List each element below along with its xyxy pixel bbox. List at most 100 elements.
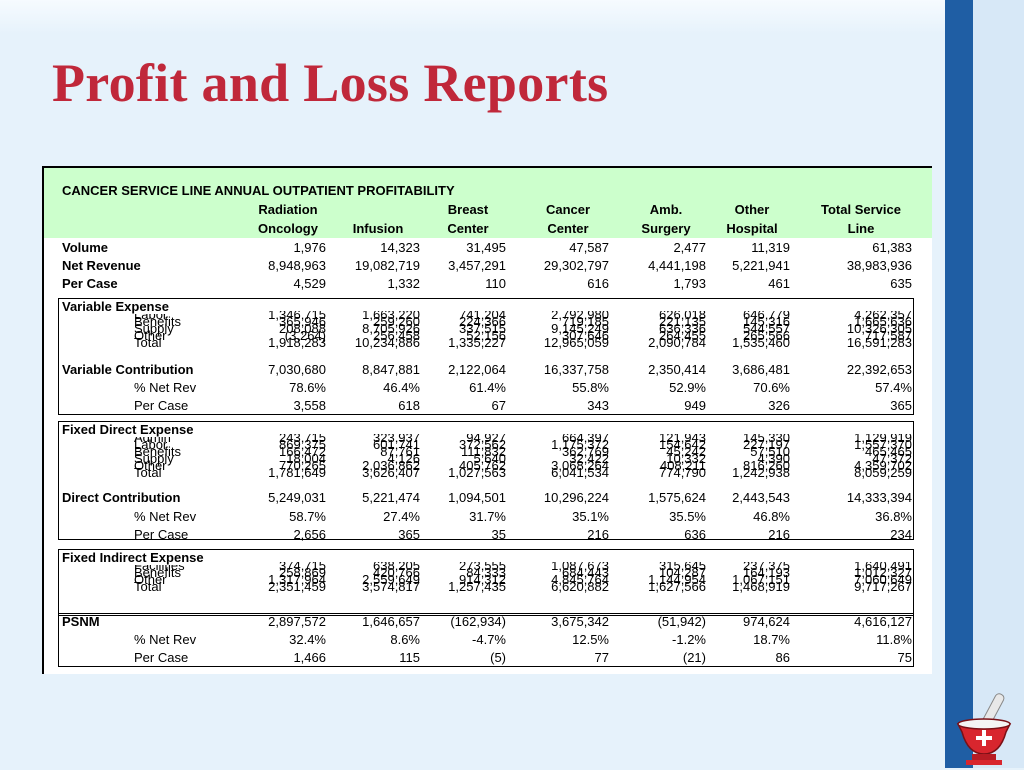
contribution-row-value: 5,221,474 (362, 490, 420, 505)
detail-value: 145,316 (743, 314, 790, 329)
detail-value: 869,375 (279, 437, 326, 452)
contribution-row-value: 5,249,031 (268, 490, 326, 505)
per-case-row-value: 234 (890, 527, 912, 542)
contribution-row-value: 2,122,064 (448, 362, 506, 377)
detail-label: Benefits (134, 314, 181, 329)
detail-value: 164,193 (743, 565, 790, 580)
detail-value: 372,562 (459, 437, 506, 452)
detail-value: 3,626,407 (362, 465, 420, 480)
detail-value: 264,455 (659, 328, 706, 343)
detail-value: 9,717,267 (854, 579, 912, 594)
detail-value: 7,060,649 (854, 572, 912, 587)
detail-value: 719,185 (562, 314, 609, 329)
psnm-row-value: 1,646,657 (362, 614, 420, 629)
per-case-row-label: Per Case (134, 527, 189, 542)
psnm-row-value: 2,897,572 (268, 614, 326, 629)
detail-value: 47,372 (872, 451, 912, 466)
pct-row-value: 78.6% (289, 380, 326, 395)
detail-value: 323,937 (373, 434, 420, 445)
detail-value: 1,175,372 (551, 437, 609, 452)
table-title: CANCER SERVICE LINE ANNUAL OUTPATIENT PR… (62, 183, 455, 198)
summary-row-value: 1,332 (387, 276, 420, 291)
detail-value: 18,004 (286, 451, 326, 466)
summary-row-value: 31,495 (466, 240, 506, 255)
pct-row-label: % Net Rev (134, 380, 197, 395)
detail-label: Supply (134, 321, 174, 336)
detail-value: 154,642 (659, 437, 706, 452)
detail-value: 1,627,566 (648, 579, 706, 594)
per-case-row-value: 2,656 (293, 527, 326, 542)
detail-value: 32,422 (569, 451, 609, 466)
detail-value: 374,715 (279, 562, 326, 573)
detail-value: 12,965,059 (543, 335, 609, 350)
pct-row-value: 35.1% (572, 509, 609, 524)
summary-row-value: 8,948,963 (268, 258, 326, 273)
detail-value: 224,366 (459, 314, 506, 329)
column-header: Radiation (258, 202, 318, 217)
summary-row-label: Per Case (62, 276, 118, 291)
per-case-row-label: Per Case (134, 398, 189, 413)
detail-value: 1,665,636 (854, 314, 912, 329)
detail-value: 259,260 (373, 314, 420, 329)
per-case-row-value: 75 (897, 650, 912, 665)
detail-value: 208,088 (279, 321, 326, 336)
slide-title: Profit and Loss Reports (52, 53, 609, 113)
detail-value: 221,135 (659, 314, 706, 329)
per-case-row-value: (5) (490, 650, 506, 665)
detail-value: 774,790 (659, 465, 706, 480)
detail-value: 16,591,283 (846, 335, 912, 350)
detail-value: 638,205 (373, 562, 420, 573)
psnm-section (58, 613, 914, 667)
detail-value: 166,472 (279, 444, 326, 459)
psnm-row-value: (51,942) (657, 614, 706, 629)
pct-row-label: % Net Rev (134, 632, 197, 647)
per-case-row-value: 77 (594, 650, 609, 665)
detail-value: 307,646 (562, 328, 609, 343)
detail-value: 1,129,919 (854, 434, 912, 445)
detail-value: 243,715 (279, 434, 326, 445)
summary-row-value: 14,323 (380, 240, 420, 255)
contribution-row-value: 22,392,653 (846, 362, 912, 377)
detail-value: 1,640,491 (854, 562, 912, 573)
detail-value: 94,927 (466, 434, 506, 445)
contribution-row-value: 8,847,881 (362, 362, 420, 377)
per-case-row-value: 618 (398, 398, 420, 413)
detail-value: 10,326,305 (846, 321, 912, 336)
contribution-row-value: 3,686,481 (732, 362, 790, 377)
detail-value: 420,766 (373, 565, 420, 580)
detail-value: 273,555 (459, 562, 506, 573)
per-case-row-value: 216 (768, 527, 790, 542)
pct-row-value: 12.5% (572, 632, 609, 647)
per-case-row-label: Per Case (134, 650, 189, 665)
detail-label: Facilities (134, 562, 185, 573)
detail-value: 8,059,259 (854, 465, 912, 480)
detail-value: 1,468,919 (732, 579, 790, 594)
summary-row-label: Net Revenue (62, 258, 141, 273)
detail-value: 1,257,435 (448, 579, 506, 594)
summary-row-value: 29,302,797 (543, 258, 609, 273)
psnm-row-value: 974,624 (743, 614, 790, 629)
pct-row-value: 52.9% (669, 380, 706, 395)
pct-row-value: 11.8% (876, 632, 912, 647)
detail-value: 84,333 (466, 565, 506, 580)
pct-row-value: -1.2% (672, 632, 706, 647)
per-case-row-value: 365 (890, 398, 912, 413)
per-case-row-value: 1,466 (293, 650, 326, 665)
detail-value: 6,041,534 (551, 465, 609, 480)
per-case-row-value: 115 (399, 650, 420, 665)
psnm-row-value: 3,675,342 (551, 614, 609, 629)
detail-label: Benefits (134, 565, 181, 580)
contribution-row-label: Direct Contribution (62, 490, 181, 505)
detail-value: 258,869 (279, 565, 326, 580)
pct-row-value: 36.8% (875, 509, 912, 524)
detail-value: 717,587 (865, 328, 912, 343)
summary-row-value: 1,976 (293, 240, 326, 255)
contribution-row-value: 7,030,680 (268, 362, 326, 377)
summary-row-value: 4,529 (293, 276, 326, 291)
summary-row-value: 3,457,291 (448, 258, 506, 273)
detail-value: 10,332 (666, 451, 706, 466)
detail-value: 3,068,264 (551, 458, 609, 473)
detail-value: 1,335,227 (448, 335, 506, 350)
detail-value: 1,087,673 (551, 562, 609, 573)
detail-value: 4,262,357 (854, 311, 912, 322)
